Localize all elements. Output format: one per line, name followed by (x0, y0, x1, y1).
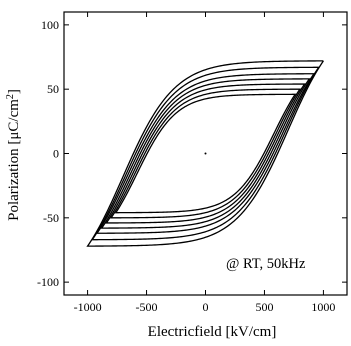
y-tick-label: 0 (53, 147, 59, 161)
hysteresis-loop-6 (109, 88, 302, 219)
x-tick-label: 1000 (311, 300, 335, 314)
hysteresis-loop-7 (114, 93, 297, 214)
hysteresis-loop-2 (91, 66, 320, 241)
hysteresis-loop-4 (100, 78, 311, 229)
y-axis-label-sup: 2 (5, 94, 16, 99)
y-tick-label: 50 (47, 82, 59, 96)
annotation-text: @ RT, 50kHz (226, 256, 306, 272)
x-tick-label: 0 (203, 300, 209, 314)
hysteresis-loops (86, 60, 324, 247)
y-axis-label: Polarization [μC/cm2] (5, 89, 22, 221)
origin-dot (204, 152, 207, 155)
y-axis-label-end: ] (6, 89, 22, 94)
y-tick-label: -100 (37, 275, 59, 289)
hysteresis-loop-5 (105, 83, 306, 224)
y-tick-label: 100 (41, 18, 59, 32)
x-tick-label: 500 (255, 300, 273, 314)
x-tick-label: -1000 (74, 300, 102, 314)
y-tick-label: -50 (43, 211, 59, 225)
hysteresis-loop-1 (86, 60, 324, 247)
hysteresis-loop-3 (95, 73, 316, 234)
x-axis-label: Electricfield [kV/cm] (148, 324, 277, 340)
y-axis-label-main: Polarization [μC/cm (6, 99, 22, 221)
x-tick-label: -500 (136, 300, 158, 314)
